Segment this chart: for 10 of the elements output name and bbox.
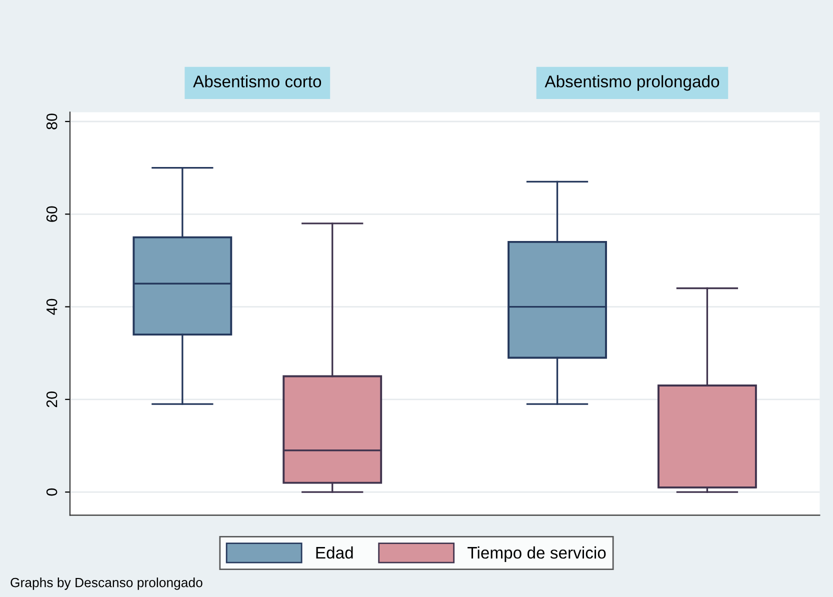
y-tick-label: 80: [46, 114, 58, 130]
y-tick-label: 0: [46, 488, 58, 496]
legend-label: Edad: [316, 546, 353, 559]
y-tick-label: 60: [46, 206, 58, 222]
y-tick-label: 20: [46, 392, 58, 408]
y-tick-label: 40: [46, 298, 58, 315]
text: Graphs by Descanso prolongado: [10, 578, 202, 590]
x-tick-label: Absentismo corto: [193, 75, 322, 88]
x-tick-label: Absentismo prolongado: [544, 75, 720, 91]
legend-label: Tiempo de servicio: [468, 546, 606, 562]
